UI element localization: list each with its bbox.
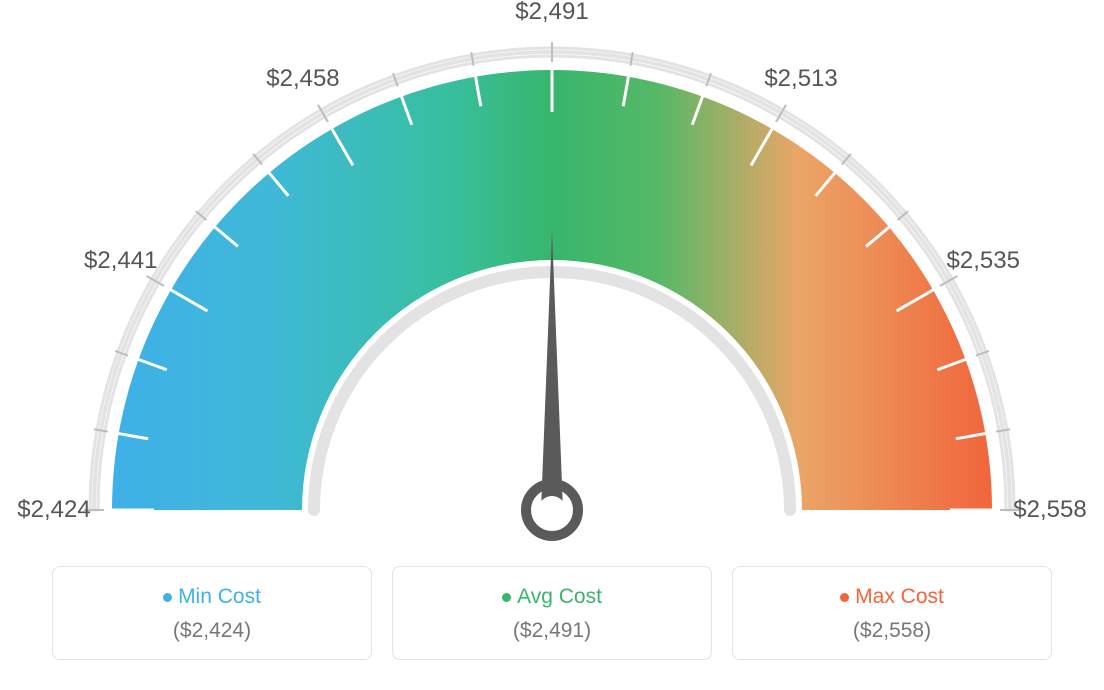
- legend-value-min: ($2,424): [63, 619, 361, 643]
- legend-title-min: Min Cost: [163, 585, 261, 609]
- legend-title-text: Min Cost: [178, 585, 261, 609]
- legend-card-min: Min Cost ($2,424): [52, 566, 372, 660]
- legend-value-max: ($2,558): [743, 619, 1041, 643]
- gauge-tick-label: $2,513: [764, 65, 837, 93]
- dot-icon: [502, 593, 511, 602]
- gauge-tick-label: $2,491: [515, 0, 588, 26]
- legend-row: Min Cost ($2,424) Avg Cost ($2,491) Max …: [52, 566, 1052, 660]
- legend-title-max: Max Cost: [840, 585, 944, 609]
- dot-icon: [163, 593, 172, 602]
- gauge-tick-label: $2,458: [266, 65, 339, 93]
- legend-card-avg: Avg Cost ($2,491): [392, 566, 712, 660]
- legend-value-avg: ($2,491): [403, 619, 701, 643]
- gauge-chart: $2,424 $2,441 $2,458 $2,491 $2,513 $2,535 $2,5…: [0, 0, 1104, 560]
- gauge-tick-label: $2,424: [17, 496, 90, 524]
- gauge-tick-label: $2,441: [84, 247, 157, 275]
- legend-title-avg: Avg Cost: [502, 585, 602, 609]
- gauge-tick-label: $2,558: [1013, 496, 1086, 524]
- legend-card-max: Max Cost ($2,558): [732, 566, 1052, 660]
- gauge-tick-label: $2,535: [947, 247, 1020, 275]
- legend-title-text: Avg Cost: [517, 585, 602, 609]
- legend-title-text: Max Cost: [855, 585, 944, 609]
- dot-icon: [840, 593, 849, 602]
- gauge-svg: [0, 10, 1104, 570]
